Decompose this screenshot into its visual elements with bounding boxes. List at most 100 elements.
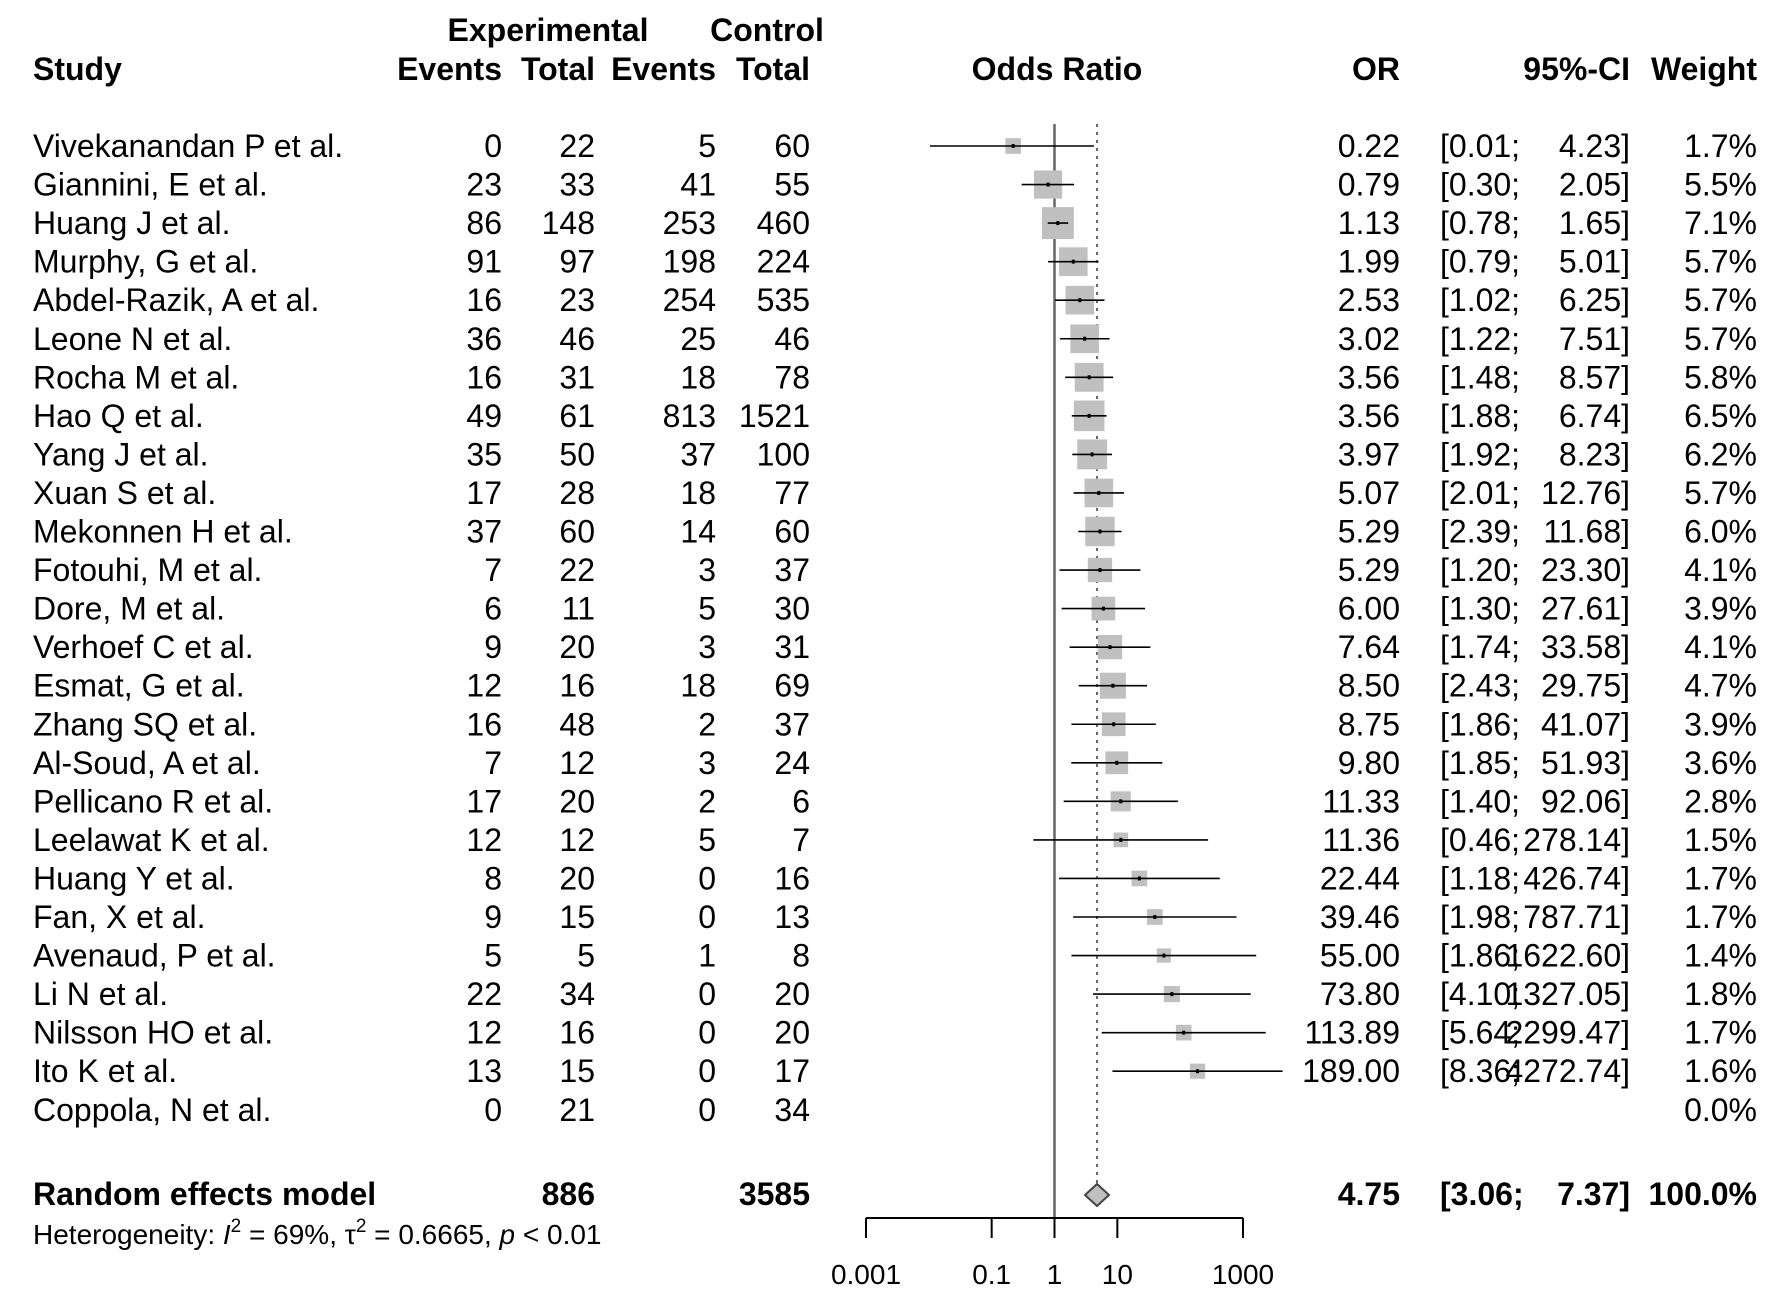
ci-low-cell: [1.92;: [1440, 436, 1520, 472]
pooled-ctrl-total: 3585: [739, 1176, 810, 1212]
study-name: Fan, X et al.: [33, 899, 206, 935]
study-rows: Vivekanandan P et al. 0 22 5 60 0.22 [0.01; 4.2…: [33, 128, 1757, 1128]
pooled-diamond: [1083, 1182, 1111, 1208]
ctrl-events-cell: 18: [680, 359, 716, 395]
or-cell: 5.29: [1338, 514, 1400, 550]
exp-total-cell: 16: [559, 668, 595, 704]
ctrl-events-cell: 3: [698, 745, 716, 781]
ctrl-events-cell: 0: [698, 976, 716, 1012]
ci-low-cell: [1.20;: [1440, 552, 1520, 588]
or-cell: 7.64: [1338, 629, 1400, 665]
point-estimate: [1098, 529, 1102, 534]
exp-total-cell: 28: [559, 475, 595, 511]
ctrl-total-cell: 17: [774, 1053, 810, 1089]
ctrl-total-cell: 69: [774, 668, 810, 704]
ci-high-cell: 29.75]: [1541, 668, 1630, 704]
table-row: Ito K et al. 13 15 0 17 189.00 [8.36;4272.74] 1…: [33, 1053, 1757, 1089]
exp-total-cell: 15: [559, 899, 595, 935]
or-cell: 22.44: [1320, 860, 1400, 896]
x-tick-label: 0.001: [831, 1259, 901, 1290]
exp-events-cell: 6: [484, 591, 502, 627]
table-row: Pellicano R et al. 17 20 2 6 11.33 [1.40; 92.06…: [33, 783, 1757, 819]
exp-events-cell: 16: [466, 706, 502, 742]
or-cell: 1.99: [1338, 244, 1400, 280]
exp-total-cell: 5: [577, 938, 595, 974]
ci-high-cell: 2.05]: [1559, 167, 1630, 203]
exp-total-cell: 148: [542, 205, 595, 241]
study-name: Esmat, G et al.: [33, 668, 245, 704]
x-tick-label: 0.1: [972, 1259, 1011, 1290]
ci-low-cell: [0.79;: [1440, 244, 1520, 280]
ci-low-cell: [5.64;: [1440, 1015, 1520, 1051]
ci-high-cell: 41.07]: [1541, 706, 1630, 742]
weight-cell: 1.7%: [1684, 899, 1757, 935]
exp-events-cell: 0: [484, 128, 502, 164]
table-row: Giannini, E et al. 23 33 41 55 0.79 [0.30; 2.05…: [33, 167, 1757, 203]
exp-total-cell: 33: [559, 167, 595, 203]
ci-low-cell: [1.02;: [1440, 282, 1520, 318]
ctrl-events-cell: 37: [680, 436, 716, 472]
exp-total-cell: 11: [562, 591, 595, 627]
weight-cell: 5.7%: [1684, 244, 1757, 280]
exp-total-cell: 16: [559, 1015, 595, 1051]
exp-total-cell: 21: [559, 1092, 595, 1128]
exp-total-cell: 12: [559, 745, 595, 781]
weight-cell: 5.7%: [1684, 282, 1757, 318]
ctrl-events-header: Events: [611, 51, 716, 87]
or-cell: 9.80: [1338, 745, 1400, 781]
weight-cell: 7.1%: [1684, 205, 1757, 241]
ctrl-events-cell: 254: [663, 282, 716, 318]
weight-cell: 1.8%: [1684, 976, 1757, 1012]
exp-events-cell: 12: [466, 822, 502, 858]
ci-high-cell: 23.30]: [1541, 552, 1630, 588]
table-row: Xuan S et al. 17 28 18 77 5.07 [2.01; 12.76] 5.7…: [33, 475, 1757, 511]
point-estimate: [1137, 876, 1141, 881]
weight-cell: 1.6%: [1684, 1053, 1757, 1089]
ci-low-cell: [1.98;: [1440, 899, 1520, 935]
ctrl-total-cell: 1521: [739, 398, 810, 434]
ctrl-events-cell: 0: [698, 1092, 716, 1128]
study-name: Yang J et al.: [33, 436, 209, 472]
ctrl-total-cell: 8: [792, 938, 810, 974]
weight-cell: 3.9%: [1684, 706, 1757, 742]
ctrl-events-cell: 0: [698, 899, 716, 935]
ci-high-cell: 12.76]: [1541, 475, 1630, 511]
or-cell: 3.97: [1338, 436, 1400, 472]
exp-events-cell: 91: [466, 244, 502, 280]
pooled-ci-low: [3.06;: [1440, 1176, 1524, 1212]
table-row: Mekonnen H et al. 37 60 14 60 5.29 [2.39; 11.68…: [33, 514, 1757, 550]
or-cell: 39.46: [1320, 899, 1400, 935]
exp-total-cell: 20: [559, 629, 595, 665]
pooled-or: 4.75: [1338, 1176, 1400, 1212]
point-estimate: [1083, 336, 1087, 341]
table-row: Leone N et al. 36 46 25 46 3.02 [1.22; 7.51] 5.7…: [33, 321, 1757, 357]
or-cell: 73.80: [1320, 976, 1400, 1012]
exp-events-cell: 0: [484, 1092, 502, 1128]
study-name: Leone N et al.: [33, 321, 232, 357]
or-cell: 8.75: [1338, 706, 1400, 742]
pooled-label: Random effects model: [33, 1176, 376, 1212]
ci-low-cell: [8.36;: [1440, 1053, 1520, 1089]
point-estimate: [1119, 799, 1123, 804]
table-row: Avenaud, P et al. 5 5 1 8 55.00 [1.86;1622.60]…: [33, 938, 1757, 974]
or-cell: 113.89: [1305, 1015, 1401, 1051]
ci-high-cell: 8.23]: [1559, 436, 1630, 472]
ctrl-events-cell: 253: [663, 205, 716, 241]
or-cell: 3.02: [1338, 321, 1400, 357]
table-row: Coppola, N et al. 0 21 0 34 0.0%: [33, 1092, 1757, 1128]
study-name: Coppola, N et al.: [33, 1092, 271, 1128]
weight-cell: 6.5%: [1684, 398, 1757, 434]
ctrl-events-cell: 2: [698, 783, 716, 819]
ctrl-total-cell: 20: [774, 976, 810, 1012]
ctrl-events-cell: 25: [680, 321, 716, 357]
ci-high-cell: 4.23]: [1559, 128, 1630, 164]
ci-high-cell: 2299.47]: [1505, 1015, 1630, 1051]
table-headers: Experimental Control Study Events Total …: [33, 12, 1757, 87]
ci-low-cell: [1.30;: [1440, 591, 1520, 627]
or-cell: 189.00: [1302, 1053, 1400, 1089]
ci-low-cell: [2.39;: [1440, 514, 1520, 550]
point-estimate: [1098, 568, 1102, 573]
or-cell: 5.29: [1338, 552, 1400, 588]
ctrl-total-cell: 46: [774, 321, 810, 357]
weight-cell: 0.0%: [1684, 1092, 1757, 1128]
